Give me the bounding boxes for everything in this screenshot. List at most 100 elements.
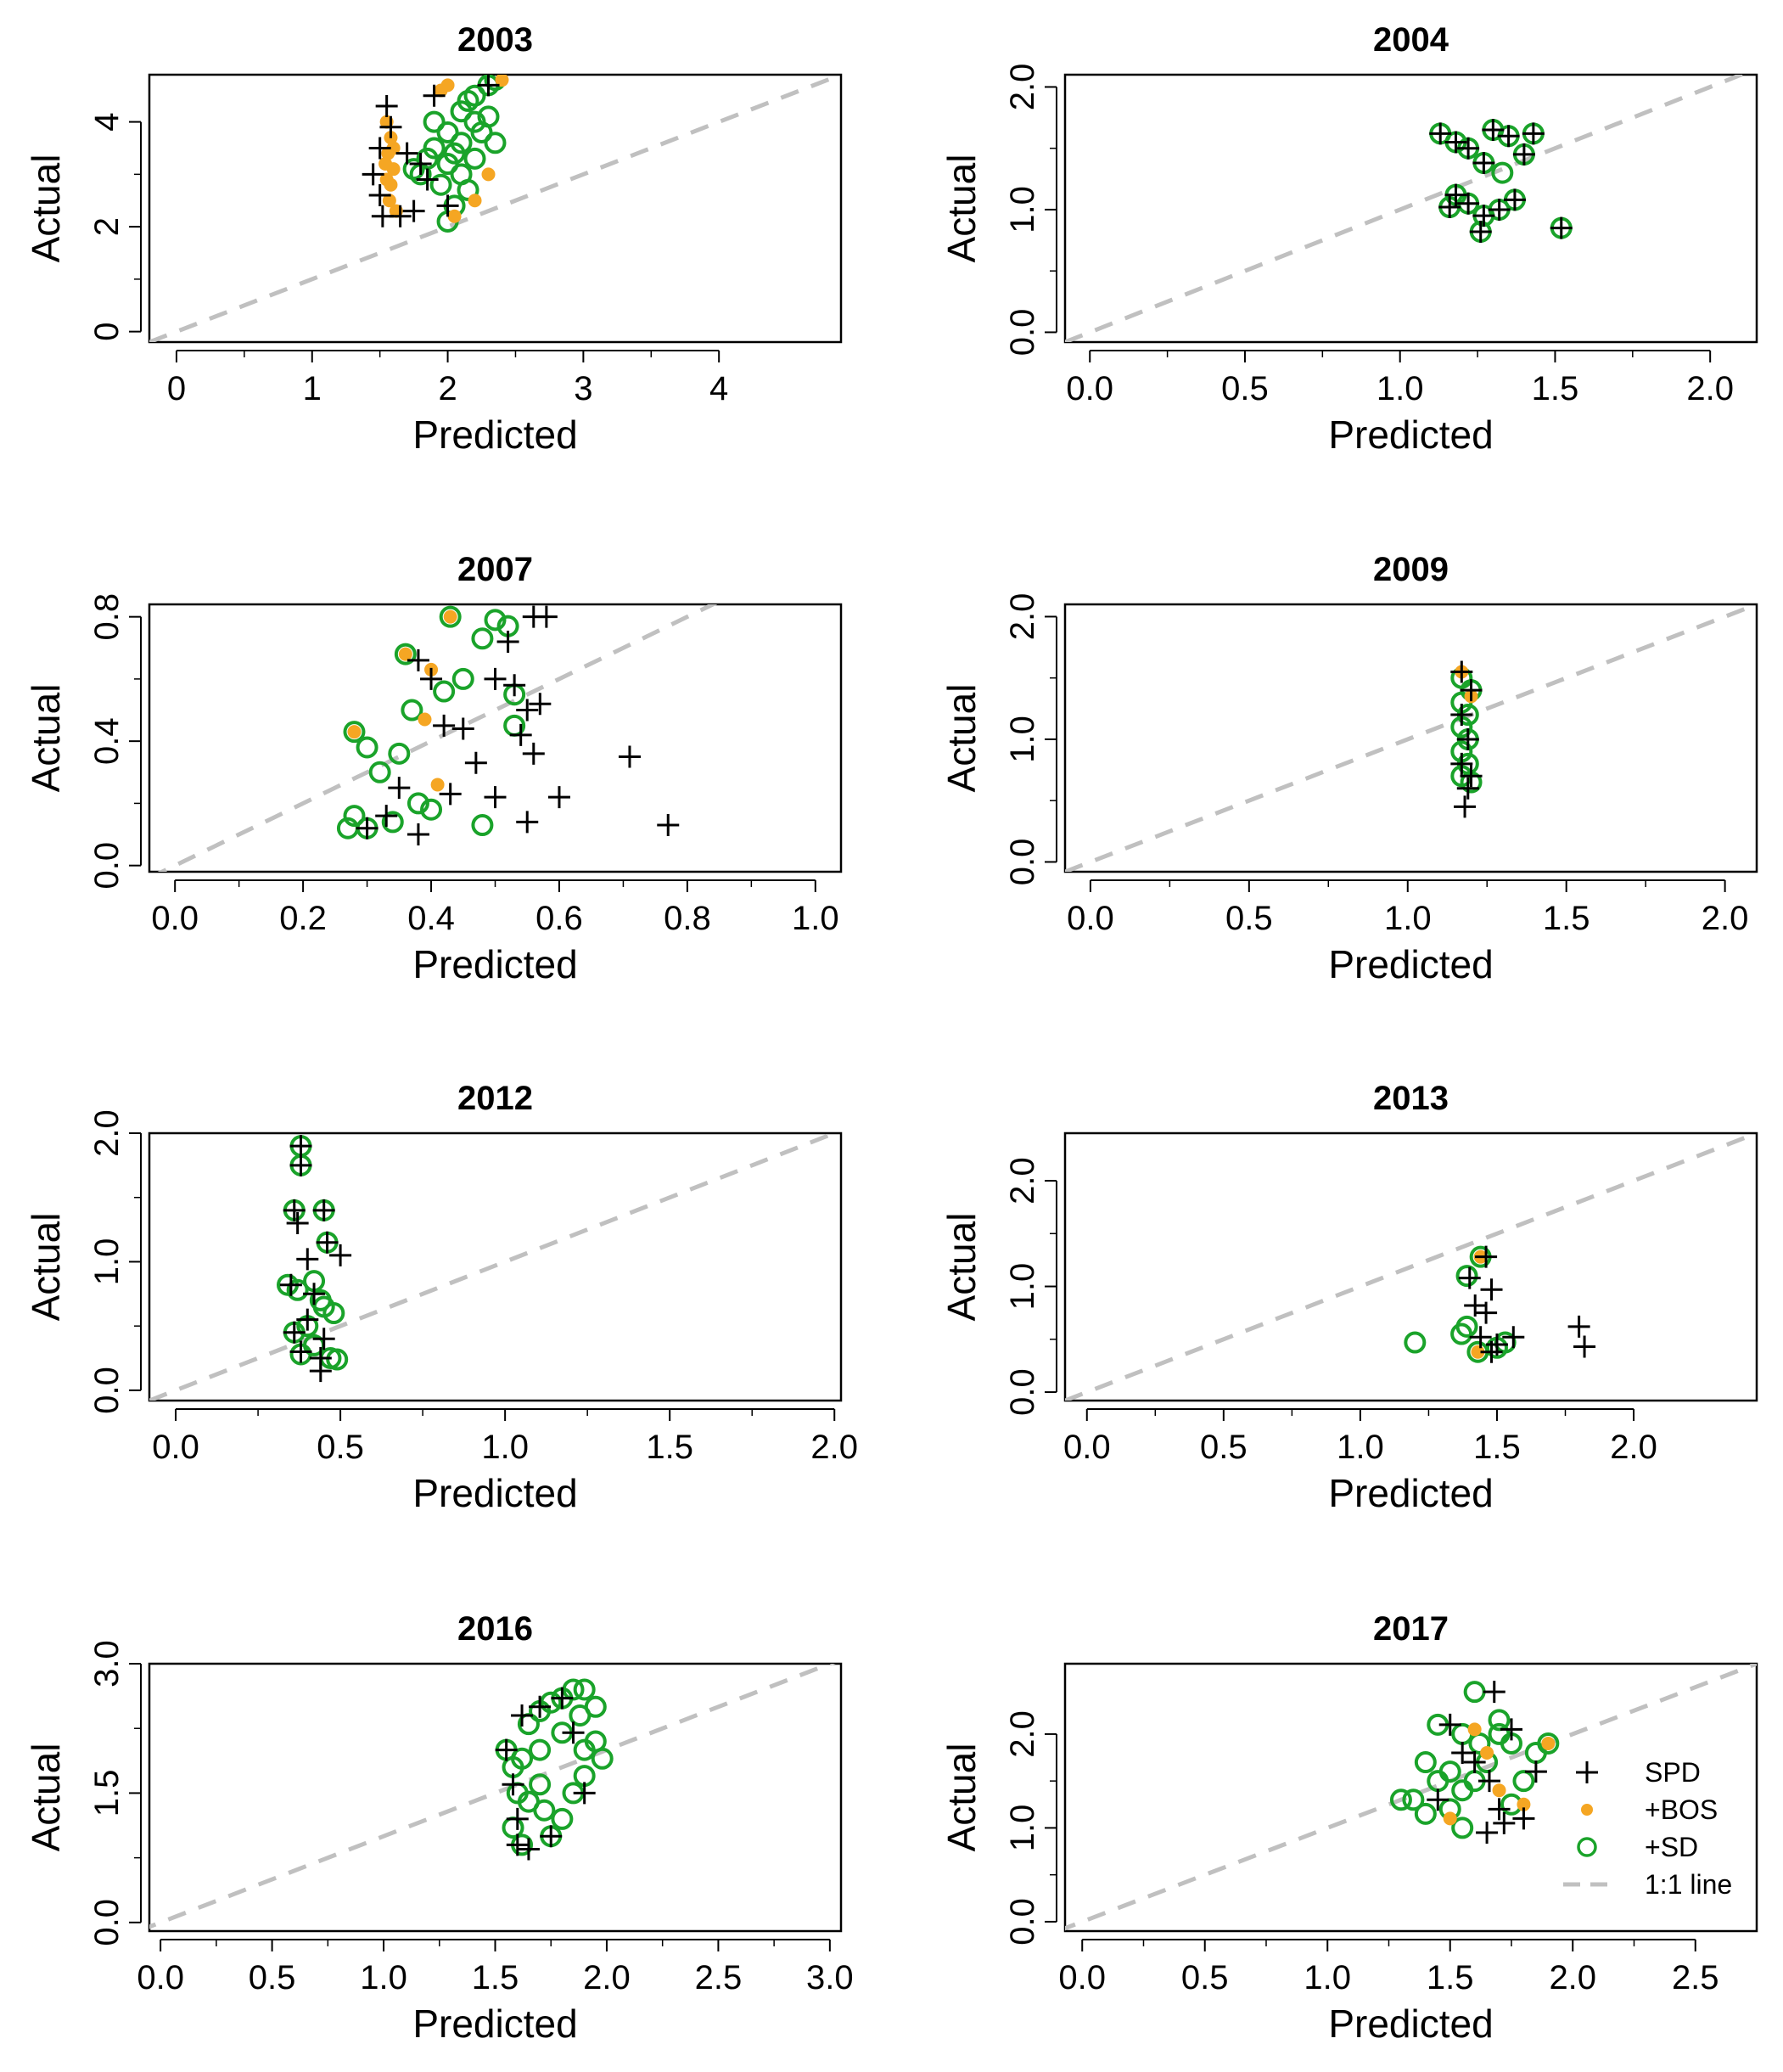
panel-2003-bos-point <box>386 141 401 155</box>
panel-2007-points <box>336 605 680 846</box>
panel-2016-sd-point <box>591 1747 614 1770</box>
panel-2013-spd-point <box>1475 1245 1498 1268</box>
panel-2007-spd-point <box>375 805 398 828</box>
panel-2016-spd-point <box>529 1695 552 1718</box>
panel-2012: 2012 0.0 0.5 1.0 1.5 2.0 0.0 1.0 2.0 Predicted Act… <box>24 1080 858 1515</box>
panel-2012-sd-point <box>309 1289 332 1311</box>
panel-2003-y-tick-label: 0 <box>88 323 126 341</box>
panel-2007-spd-point <box>484 786 507 809</box>
panel-2017-sd-point <box>1488 1722 1511 1745</box>
panel-2013-points <box>1404 1245 1596 1363</box>
panel-2007-spd-point <box>388 777 411 800</box>
panel-2012-spd-point <box>329 1244 352 1266</box>
panel-2016-points <box>495 1678 614 1861</box>
panel-2007-spd-point <box>529 693 552 716</box>
panel-2007-x-tick-label: 0.4 <box>407 900 455 937</box>
panel-2017-sd-point <box>1512 1770 1535 1793</box>
panel-2016-x-tick-label: 2.0 <box>583 1959 631 1996</box>
panel-2003-spd-point <box>402 199 425 222</box>
panel-2009-plot-frame <box>1063 603 1758 873</box>
panel-2013-sd-point <box>1404 1331 1427 1354</box>
panel-2003-bos-point <box>379 172 394 187</box>
panel-2007-sd-point <box>433 680 456 703</box>
panel-2017-sd-point <box>1468 1732 1491 1755</box>
panel-2007-x-tick-label: 0.8 <box>664 900 711 937</box>
panel-2009-ref-line <box>1065 604 1757 872</box>
panel-2017-y-tick-label: 2.0 <box>1004 1710 1041 1758</box>
panel-2016-x-tick-label: 1.5 <box>472 1959 519 1996</box>
panel-2004-xlabel: Predicted <box>1328 413 1493 457</box>
panel-2016-sd-point <box>562 1678 585 1701</box>
panel-2012-points <box>277 1135 352 1383</box>
panel-2007-bos-point <box>398 647 412 661</box>
panel-2007-spd-point <box>451 717 474 740</box>
panel-2016-title: 2016 <box>457 1610 533 1648</box>
panel-2003-x-tick-label: 1 <box>303 370 322 407</box>
panel-2017-sd-point <box>1414 1751 1437 1774</box>
panel-2016-ref-line <box>149 1664 836 1929</box>
panel-2009-spd-point <box>1450 752 1473 775</box>
panel-2013-x-tick-label: 0.0 <box>1063 1429 1111 1466</box>
panel-2016-sd-point <box>569 1704 592 1727</box>
panel-2004-x-tick-label: 2.0 <box>1686 370 1734 407</box>
panel-2012-x-tick-label: 2.0 <box>810 1429 858 1466</box>
panel-2007-spd-point <box>535 605 558 628</box>
panel-2003-spd-point <box>389 205 412 227</box>
panel-2007-spd-point <box>407 649 429 671</box>
panel-2007-spd-point <box>509 723 532 746</box>
panel-2003-sd-point <box>463 110 486 133</box>
panel-2016-y-tick-label: 0.0 <box>88 1899 126 1946</box>
panel-2016-spd-point <box>573 1782 596 1805</box>
panel-2004-spd-point <box>1522 122 1545 145</box>
panel-2003-ref-line <box>149 75 841 342</box>
panel-2004-points <box>1429 119 1573 243</box>
panel-2013-spd-point <box>1567 1315 1590 1338</box>
panel-2004-spd-point <box>1457 137 1480 160</box>
panel-2003-sd-point <box>402 158 425 181</box>
legend-label: SPD <box>1645 1757 1701 1788</box>
panel-2012-y-tick-label: 1.0 <box>88 1238 126 1286</box>
panel-2007-spd-point <box>516 811 539 834</box>
panel-2013-spd-point <box>1458 1266 1481 1289</box>
panel-2007-x-tick-label: 0.0 <box>151 900 199 937</box>
panel-2013-title: 2013 <box>1373 1080 1449 1117</box>
panel-2016-spd-point <box>511 1704 534 1727</box>
panel-2007-spd-point <box>484 667 507 690</box>
panel-2003-sd-point <box>477 105 500 128</box>
panel-2013-spd-point <box>1475 1301 1498 1324</box>
panel-2016-x-tick-label: 0.5 <box>249 1959 296 1996</box>
panel-2013-sd-point <box>1455 1315 1478 1338</box>
panel-2007-sd-point <box>401 699 423 722</box>
panel-2017-spd-point <box>1512 1807 1535 1830</box>
panel-2007-plot-frame <box>148 603 843 873</box>
panel-2013-x-tick-label: 0.5 <box>1200 1429 1248 1466</box>
panel-2013-ref-line <box>1065 1133 1757 1401</box>
panel-2007-y-tick-label: 0.0 <box>88 842 126 890</box>
panel-2009-y-tick-label: 2.0 <box>1004 593 1041 641</box>
panel-2012-spd-point <box>316 1231 339 1254</box>
panel-2017-sd-point <box>1537 1732 1560 1755</box>
panel-2009-ylabel: Actual <box>939 684 984 793</box>
legend-label: +SD <box>1645 1832 1698 1862</box>
panel-2017-bos-point <box>1467 1722 1482 1737</box>
panel-2012-spd-point <box>289 1154 312 1176</box>
panel-2007-ref-line <box>157 604 718 872</box>
panel-2012-spd-point <box>309 1360 332 1383</box>
panel-2004-spd-point <box>1482 119 1505 142</box>
panel-2012-spd-point <box>283 1321 306 1344</box>
panel-2017-sd-point <box>1451 1817 1474 1839</box>
panel-2007-sd-point <box>356 736 378 759</box>
panel-2012-x-tick-label: 1.5 <box>646 1429 693 1466</box>
panel-2009-title: 2009 <box>1373 551 1449 588</box>
panel-2013-y-tick-label: 2.0 <box>1004 1157 1041 1204</box>
panel-2007-bos-point <box>430 778 445 792</box>
panel-2004-spd-point <box>1444 183 1467 206</box>
panel-2004-spd-point <box>1497 125 1520 148</box>
panel-2004-spd-point <box>1444 131 1467 154</box>
panel-2016-spd-point <box>540 1825 563 1848</box>
panel-2012-ylabel: Actual <box>24 1213 68 1322</box>
panel-2009-spd-point <box>1456 777 1479 800</box>
panel-2016-sd-point <box>533 1799 556 1822</box>
panel-2009-y-tick-label: 1.0 <box>1004 716 1041 763</box>
panel-2003-sd-point <box>436 121 459 143</box>
